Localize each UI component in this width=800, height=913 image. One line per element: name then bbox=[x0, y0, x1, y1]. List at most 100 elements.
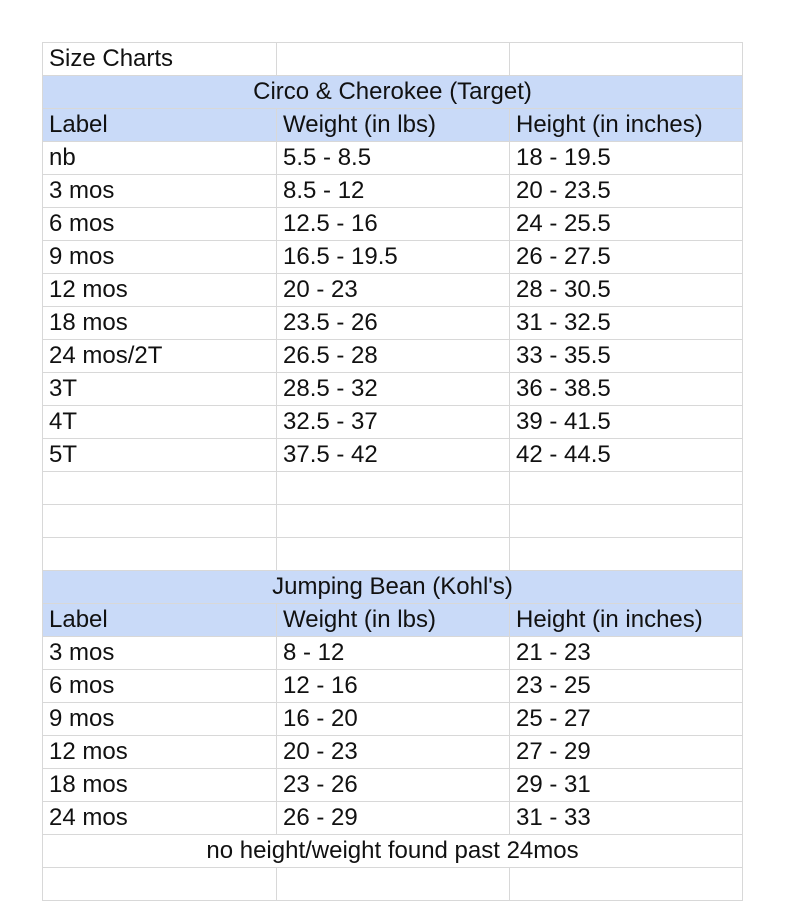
height-cell[interactable]: 39 - 41.5 bbox=[509, 405, 743, 439]
weight-cell[interactable]: 23.5 - 26 bbox=[276, 306, 510, 340]
height-cell[interactable]: 21 - 23 bbox=[509, 636, 743, 670]
empty-cell[interactable] bbox=[509, 867, 743, 901]
footnote[interactable]: no height/weight found past 24mos bbox=[42, 834, 743, 868]
section-heading-row: Circo & Cherokee (Target) bbox=[42, 75, 743, 109]
empty-cell[interactable] bbox=[42, 867, 277, 901]
column-header-height[interactable]: Height (in inches) bbox=[509, 603, 743, 637]
title-row: Size Charts bbox=[42, 42, 743, 76]
table-row: 6 mos 12 - 16 23 - 25 bbox=[42, 669, 743, 703]
section-heading-kohls[interactable]: Jumping Bean (Kohl's) bbox=[42, 570, 743, 604]
height-cell[interactable]: 31 - 32.5 bbox=[509, 306, 743, 340]
table-row: 3T 28.5 - 32 36 - 38.5 bbox=[42, 372, 743, 406]
size-label-cell[interactable]: 24 mos/2T bbox=[42, 339, 277, 373]
height-cell[interactable]: 36 - 38.5 bbox=[509, 372, 743, 406]
section-heading-target[interactable]: Circo & Cherokee (Target) bbox=[42, 75, 743, 109]
height-cell[interactable]: 25 - 27 bbox=[509, 702, 743, 736]
table-row: 5T 37.5 - 42 42 - 44.5 bbox=[42, 438, 743, 472]
empty-cell[interactable] bbox=[42, 537, 277, 571]
column-header-label[interactable]: Label bbox=[42, 108, 277, 142]
weight-cell[interactable]: 20 - 23 bbox=[276, 273, 510, 307]
empty-cell[interactable] bbox=[42, 504, 277, 538]
height-cell[interactable]: 28 - 30.5 bbox=[509, 273, 743, 307]
weight-cell[interactable]: 12 - 16 bbox=[276, 669, 510, 703]
table-row: 24 mos 26 - 29 31 - 33 bbox=[42, 801, 743, 835]
column-header-height[interactable]: Height (in inches) bbox=[509, 108, 743, 142]
table-row: 9 mos 16 - 20 25 - 27 bbox=[42, 702, 743, 736]
table-row: 24 mos/2T 26.5 - 28 33 - 35.5 bbox=[42, 339, 743, 373]
column-header-row: Label Weight (in lbs) Height (in inches) bbox=[42, 603, 743, 637]
table-row: 18 mos 23 - 26 29 - 31 bbox=[42, 768, 743, 802]
empty-cell[interactable] bbox=[276, 537, 510, 571]
weight-cell[interactable]: 20 - 23 bbox=[276, 735, 510, 769]
size-label-cell[interactable]: 24 mos bbox=[42, 801, 277, 835]
weight-cell[interactable]: 12.5 - 16 bbox=[276, 207, 510, 241]
weight-cell[interactable]: 8.5 - 12 bbox=[276, 174, 510, 208]
size-label-cell[interactable]: 18 mos bbox=[42, 306, 277, 340]
column-header-label[interactable]: Label bbox=[42, 603, 277, 637]
size-label-cell[interactable]: 3 mos bbox=[42, 174, 277, 208]
empty-cell[interactable] bbox=[509, 504, 743, 538]
height-cell[interactable]: 31 - 33 bbox=[509, 801, 743, 835]
height-cell[interactable]: 18 - 19.5 bbox=[509, 141, 743, 175]
size-label-cell[interactable]: 9 mos bbox=[42, 240, 277, 274]
size-label-cell[interactable]: nb bbox=[42, 141, 277, 175]
empty-row bbox=[42, 471, 743, 505]
empty-row bbox=[42, 537, 743, 571]
size-label-cell[interactable]: 3 mos bbox=[42, 636, 277, 670]
empty-row bbox=[42, 867, 743, 901]
size-chart-sheet: Size Charts Circo & Cherokee (Target) La… bbox=[42, 42, 743, 901]
height-cell[interactable]: 20 - 23.5 bbox=[509, 174, 743, 208]
column-header-weight[interactable]: Weight (in lbs) bbox=[276, 108, 510, 142]
size-label-cell[interactable]: 6 mos bbox=[42, 669, 277, 703]
size-label-cell[interactable]: 18 mos bbox=[42, 768, 277, 802]
weight-cell[interactable]: 26 - 29 bbox=[276, 801, 510, 835]
weight-cell[interactable]: 32.5 - 37 bbox=[276, 405, 510, 439]
size-label-cell[interactable]: 3T bbox=[42, 372, 277, 406]
table-row: 6 mos 12.5 - 16 24 - 25.5 bbox=[42, 207, 743, 241]
height-cell[interactable]: 23 - 25 bbox=[509, 669, 743, 703]
height-cell[interactable]: 33 - 35.5 bbox=[509, 339, 743, 373]
height-cell[interactable]: 26 - 27.5 bbox=[509, 240, 743, 274]
empty-cell[interactable] bbox=[509, 42, 743, 76]
empty-cell[interactable] bbox=[509, 471, 743, 505]
size-label-cell[interactable]: 4T bbox=[42, 405, 277, 439]
height-cell[interactable]: 24 - 25.5 bbox=[509, 207, 743, 241]
sheet-title[interactable]: Size Charts bbox=[42, 42, 277, 76]
empty-cell[interactable] bbox=[276, 471, 510, 505]
weight-cell[interactable]: 5.5 - 8.5 bbox=[276, 141, 510, 175]
size-label-cell[interactable]: 5T bbox=[42, 438, 277, 472]
height-cell[interactable]: 29 - 31 bbox=[509, 768, 743, 802]
weight-cell[interactable]: 37.5 - 42 bbox=[276, 438, 510, 472]
size-label-cell[interactable]: 12 mos bbox=[42, 735, 277, 769]
table-row: 12 mos 20 - 23 28 - 30.5 bbox=[42, 273, 743, 307]
empty-cell[interactable] bbox=[276, 867, 510, 901]
column-header-row: Label Weight (in lbs) Height (in inches) bbox=[42, 108, 743, 142]
empty-cell[interactable] bbox=[42, 471, 277, 505]
weight-cell[interactable]: 23 - 26 bbox=[276, 768, 510, 802]
table-row: 18 mos 23.5 - 26 31 - 32.5 bbox=[42, 306, 743, 340]
empty-cell[interactable] bbox=[276, 504, 510, 538]
weight-cell[interactable]: 16 - 20 bbox=[276, 702, 510, 736]
table-row: 3 mos 8 - 12 21 - 23 bbox=[42, 636, 743, 670]
table-row: 12 mos 20 - 23 27 - 29 bbox=[42, 735, 743, 769]
section-heading-row: Jumping Bean (Kohl's) bbox=[42, 570, 743, 604]
column-header-weight[interactable]: Weight (in lbs) bbox=[276, 603, 510, 637]
size-label-cell[interactable]: 12 mos bbox=[42, 273, 277, 307]
empty-cell[interactable] bbox=[276, 42, 510, 76]
height-cell[interactable]: 27 - 29 bbox=[509, 735, 743, 769]
sheet-body: Size Charts Circo & Cherokee (Target) La… bbox=[42, 42, 743, 901]
weight-cell[interactable]: 8 - 12 bbox=[276, 636, 510, 670]
weight-cell[interactable]: 26.5 - 28 bbox=[276, 339, 510, 373]
table-row: 9 mos 16.5 - 19.5 26 - 27.5 bbox=[42, 240, 743, 274]
empty-row bbox=[42, 504, 743, 538]
note-row: no height/weight found past 24mos bbox=[42, 834, 743, 868]
table-row: 4T 32.5 - 37 39 - 41.5 bbox=[42, 405, 743, 439]
table-row: 3 mos 8.5 - 12 20 - 23.5 bbox=[42, 174, 743, 208]
weight-cell[interactable]: 28.5 - 32 bbox=[276, 372, 510, 406]
height-cell[interactable]: 42 - 44.5 bbox=[509, 438, 743, 472]
size-label-cell[interactable]: 9 mos bbox=[42, 702, 277, 736]
size-label-cell[interactable]: 6 mos bbox=[42, 207, 277, 241]
table-row: nb 5.5 - 8.5 18 - 19.5 bbox=[42, 141, 743, 175]
empty-cell[interactable] bbox=[509, 537, 743, 571]
weight-cell[interactable]: 16.5 - 19.5 bbox=[276, 240, 510, 274]
